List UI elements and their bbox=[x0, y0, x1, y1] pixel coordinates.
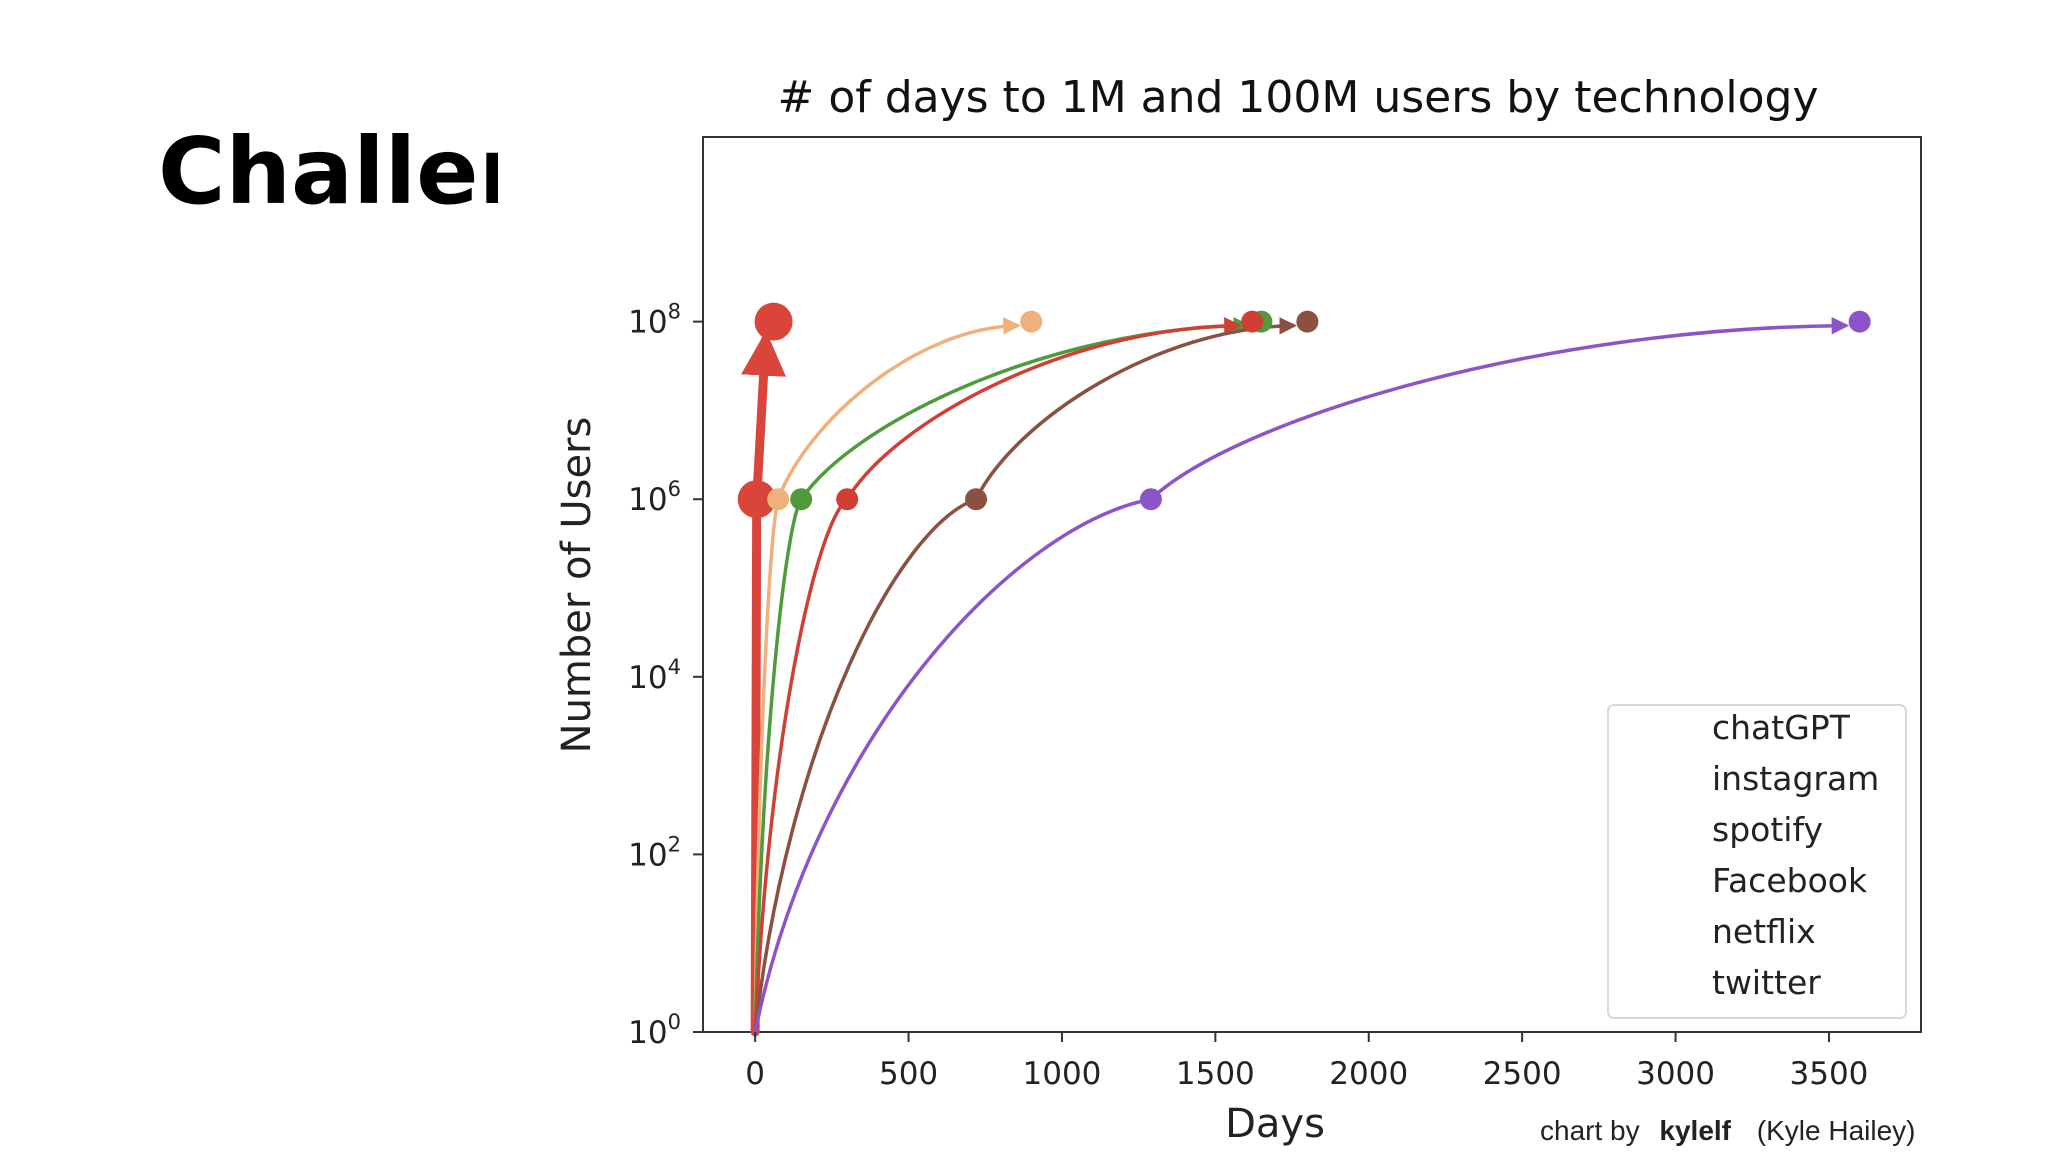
y-tick-label: 106 bbox=[628, 477, 681, 518]
series-markers bbox=[737, 302, 1871, 519]
legend-entry-netflix: netflix bbox=[1712, 912, 1816, 951]
legend-entry-instagram: instagram bbox=[1712, 759, 1879, 798]
credit-prefix: chart by bbox=[1540, 1115, 1640, 1146]
x-tick-label: 500 bbox=[879, 1056, 938, 1092]
marker-1m-twitter bbox=[1139, 488, 1162, 511]
y-tick-label: 104 bbox=[628, 655, 681, 696]
series-curve-netflix bbox=[753, 317, 1297, 1034]
x-tick-label: 3000 bbox=[1636, 1056, 1715, 1092]
marker-1m-spotify bbox=[790, 488, 813, 511]
x-axis: 0 500 1000 1500 2000 2500 3000 3500 bbox=[745, 1032, 1868, 1092]
credit-suffix: (Kyle Hailey) bbox=[1757, 1115, 1916, 1146]
y-tick-label: 102 bbox=[628, 832, 681, 873]
x-tick-label: 0 bbox=[745, 1056, 765, 1092]
marker-100m-instagram bbox=[1020, 310, 1043, 333]
marker-1m-facebook bbox=[836, 488, 859, 511]
chart-credit: chart by kylelf (Kyle Hailey) bbox=[1540, 1115, 1915, 1146]
legend-entry-twitter: twitter bbox=[1712, 963, 1821, 1002]
y-tick-label: 100 bbox=[628, 1010, 681, 1051]
x-tick-label: 2000 bbox=[1329, 1056, 1408, 1092]
legend-entry-facebook: Facebook bbox=[1712, 861, 1868, 900]
legend: chatGPT instagram spotify Facebook netflix tw… bbox=[1607, 704, 1907, 1019]
y-axis: 100 102 104 106 108 bbox=[628, 300, 703, 1051]
marker-100m-facebook bbox=[1241, 310, 1264, 333]
legend-entry-chatgpt: chatGPT bbox=[1712, 708, 1851, 747]
slide-heading: Challen bbox=[158, 118, 498, 225]
x-tick-label: 2500 bbox=[1483, 1056, 1562, 1092]
plot-frame bbox=[702, 136, 1922, 1033]
marker-1m-chatgpt bbox=[737, 480, 776, 519]
series-curve-facebook bbox=[753, 317, 1242, 1034]
marker-1m-instagram bbox=[767, 488, 790, 511]
marker-100m-chatgpt bbox=[754, 302, 793, 341]
legend-entry-spotify: spotify bbox=[1712, 810, 1823, 849]
x-tick-label: 1500 bbox=[1176, 1056, 1255, 1092]
x-tick-label: 1000 bbox=[1023, 1056, 1102, 1092]
chart-title: # of days to 1M and 100M users by techno… bbox=[777, 72, 1818, 123]
y-tick-label: 108 bbox=[628, 300, 681, 341]
x-tick-label: 3500 bbox=[1790, 1056, 1869, 1092]
marker-100m-twitter bbox=[1848, 310, 1871, 333]
marker-1m-netflix bbox=[965, 488, 988, 511]
legend-box bbox=[1607, 704, 1907, 1019]
x-axis-label: Days bbox=[1225, 1101, 1325, 1147]
series-curve-spotify bbox=[753, 317, 1251, 1034]
marker-100m-netflix bbox=[1296, 310, 1319, 333]
y-axis-label: Number of Users bbox=[554, 417, 600, 754]
series-curve-instagram bbox=[753, 317, 1021, 1034]
credit-author: kylelf bbox=[1659, 1115, 1731, 1146]
